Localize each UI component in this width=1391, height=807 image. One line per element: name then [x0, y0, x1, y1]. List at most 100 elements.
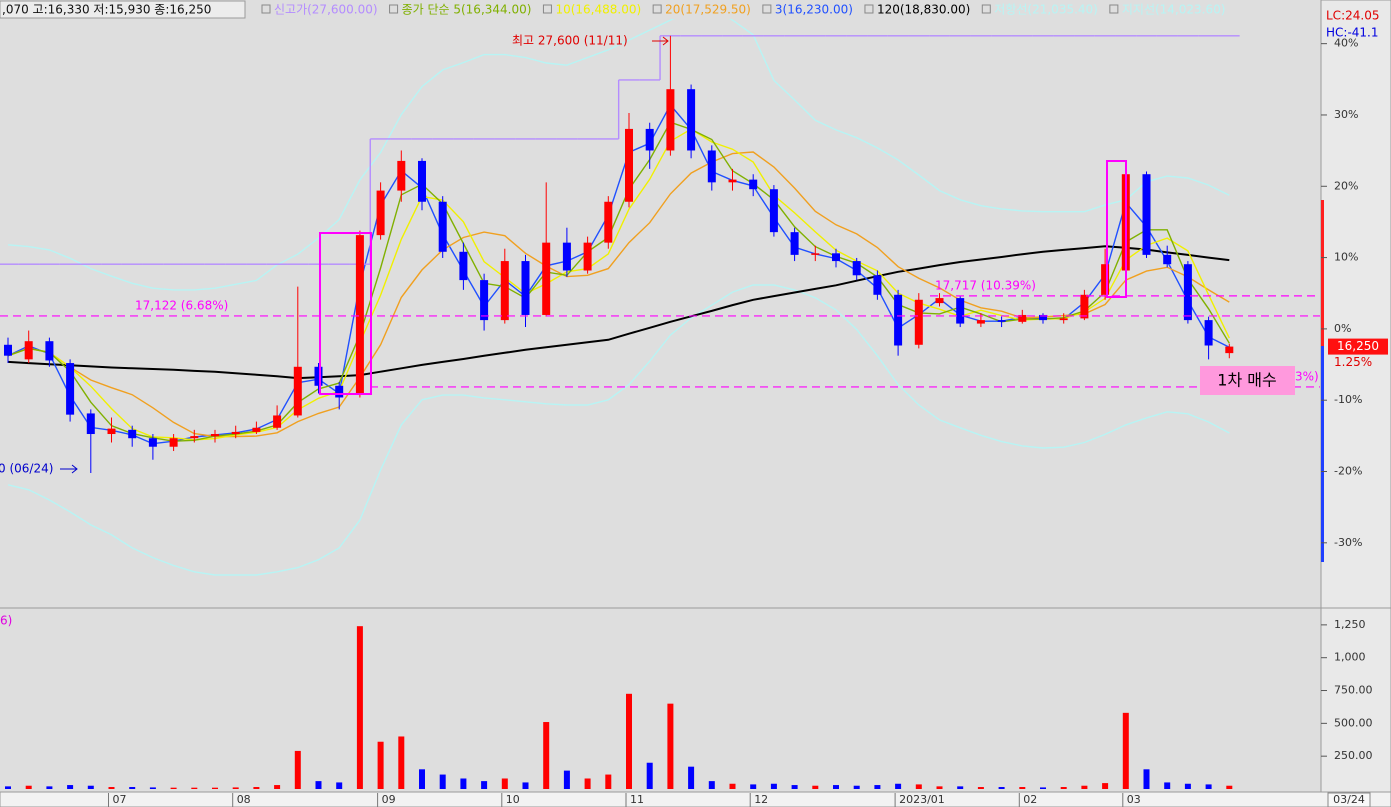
- legend-icon: [981, 4, 991, 14]
- y2-tick-label: 30%: [1334, 108, 1358, 121]
- candle-body: [66, 363, 75, 415]
- highlight-box: [319, 232, 372, 395]
- series-line: [7, 245, 1230, 380]
- header-text: ,070 고:16,330 저:15,930 종:16,250: [2, 3, 211, 17]
- volume-bar: [253, 787, 260, 789]
- candle-body: [459, 251, 468, 281]
- legend-entry: 120(18,830.00): [877, 3, 970, 17]
- level-label: 17,717 (10.39%): [935, 278, 1036, 292]
- levels: 17,122 (6.68%) 17,717 (10.39%) 3%): [0, 278, 1320, 388]
- legend-entry: 10(16,488.00): [555, 3, 641, 17]
- volume-bar: [1081, 785, 1088, 789]
- candle-body: [397, 160, 406, 191]
- volume-bar: [191, 787, 198, 789]
- volume-bar: [667, 703, 674, 789]
- volume-bar: [708, 781, 715, 789]
- volume-bar: [998, 787, 1005, 789]
- volume-bar: [833, 785, 839, 789]
- volume-bar: [398, 736, 405, 789]
- candle-body: [1039, 314, 1047, 321]
- range-bar-up: [1321, 200, 1324, 346]
- legend-entry: 3(16,230.00): [775, 3, 853, 17]
- candle-body: [749, 179, 758, 190]
- series-line: [7, 8, 1230, 291]
- range-bar-down: [1321, 346, 1324, 562]
- candle-body: [666, 89, 675, 151]
- volume-plot: [5, 626, 1233, 789]
- y2-tick-label: 40%: [1334, 37, 1358, 50]
- volume-bar: [729, 783, 736, 789]
- volume-bar: [419, 769, 425, 789]
- candle-body: [625, 128, 633, 202]
- y2-tick-label: -20%: [1334, 465, 1362, 478]
- candle-body: [542, 242, 551, 315]
- volume-bar: [1143, 769, 1150, 789]
- volume-bar: [957, 786, 964, 789]
- volume-bar: [1226, 785, 1233, 789]
- legend-entry: 신고가(27,600.00): [274, 3, 378, 17]
- x-tick-label: 12: [754, 793, 768, 806]
- volume-bar: [460, 778, 467, 789]
- volume-bar: [129, 787, 136, 789]
- candle-body: [128, 429, 137, 439]
- candle-body: [956, 298, 965, 324]
- legend-entry: 종가 단순 5(16,344.00): [402, 3, 532, 17]
- volume-bar: [315, 781, 322, 789]
- last-date: 03/24: [1333, 793, 1365, 806]
- candle-body: [707, 150, 716, 183]
- volume-tick-label: 1,000: [1334, 651, 1366, 664]
- x-tick-label: 02: [1023, 793, 1037, 806]
- volume-bar: [25, 785, 32, 789]
- candle-body: [376, 190, 385, 236]
- candle-body: [728, 179, 737, 183]
- candle-body: [1225, 346, 1234, 354]
- candle-body: [1142, 174, 1151, 255]
- candle-body: [769, 189, 778, 233]
- volume-bar: [812, 785, 819, 789]
- price-plot: [0, 8, 1240, 576]
- volume-bar: [336, 782, 343, 789]
- volume-bar: [46, 786, 53, 789]
- volume-bar: [543, 722, 550, 789]
- candle-body: [107, 428, 116, 435]
- level-label: 17,122 (6.68%): [135, 298, 228, 312]
- volume-bar: [439, 774, 446, 789]
- legend-icon: [762, 4, 772, 14]
- x-tick-label: 07: [113, 793, 127, 806]
- legend-icon: [542, 4, 552, 14]
- volume-bar: [5, 786, 11, 789]
- buy-box: [1200, 366, 1295, 395]
- volume-bar: [170, 787, 177, 789]
- volume-tick-label: 750.00: [1334, 684, 1373, 697]
- candle-body: [1018, 314, 1027, 322]
- x-tick-label: 08: [237, 793, 251, 806]
- volume-bar: [87, 785, 94, 789]
- buy-note: 1차 매수: [1217, 371, 1276, 390]
- candle-body: [1059, 318, 1068, 321]
- legend-icon: [864, 4, 874, 14]
- volume-bar: [1205, 784, 1212, 789]
- candle-body: [852, 261, 861, 276]
- volume-bar: [646, 762, 653, 789]
- series-line: [7, 284, 1230, 576]
- y2-tick-label: 0%: [1334, 322, 1351, 335]
- legend-entry: 지지선(14,023.60): [1122, 3, 1226, 17]
- x-axis-strip: [0, 791, 1391, 807]
- candle-body: [562, 242, 571, 271]
- low-arrow-head: [71, 464, 78, 474]
- volume-bar: [688, 766, 695, 789]
- candle-body: [521, 261, 530, 315]
- candle-body: [873, 275, 882, 295]
- candle-body: [583, 242, 592, 271]
- candle-body: [832, 253, 840, 262]
- candle-body: [914, 299, 923, 345]
- volume-note: 6): [0, 614, 12, 628]
- volume-bar: [584, 778, 591, 789]
- y2-tick-label: 20%: [1334, 179, 1358, 192]
- candle-body: [997, 320, 1006, 322]
- volume-bar: [853, 785, 860, 789]
- candle-body: [4, 344, 12, 356]
- candle-body: [976, 320, 985, 324]
